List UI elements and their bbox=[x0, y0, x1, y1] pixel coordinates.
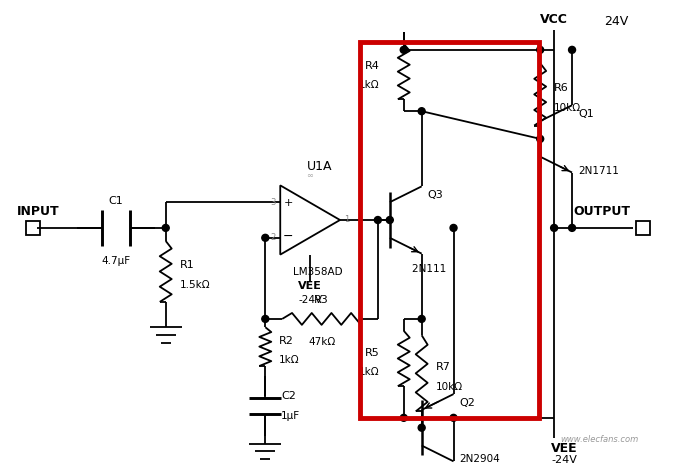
Text: 1kΩ: 1kΩ bbox=[359, 367, 380, 378]
Text: 10kΩ: 10kΩ bbox=[436, 382, 462, 392]
Text: R4: R4 bbox=[365, 61, 380, 71]
Text: LM358AD: LM358AD bbox=[294, 267, 343, 278]
Text: 3: 3 bbox=[270, 198, 275, 207]
Circle shape bbox=[551, 225, 558, 231]
Bar bbox=[360, 42, 539, 418]
Text: +: + bbox=[283, 198, 293, 208]
Text: 2N1711: 2N1711 bbox=[578, 166, 619, 175]
Text: 4.7μF: 4.7μF bbox=[101, 256, 131, 265]
Bar bbox=[636, 221, 650, 235]
Circle shape bbox=[418, 424, 425, 431]
Text: 2N1​11: 2N1​11 bbox=[412, 264, 446, 273]
Circle shape bbox=[162, 225, 169, 231]
Circle shape bbox=[400, 415, 407, 421]
Circle shape bbox=[375, 217, 381, 223]
Text: VCC: VCC bbox=[540, 13, 568, 26]
Text: 1: 1 bbox=[344, 215, 349, 225]
Text: Q2: Q2 bbox=[460, 398, 475, 408]
Circle shape bbox=[418, 316, 425, 322]
Text: 2N2904: 2N2904 bbox=[460, 454, 501, 464]
Text: INPUT: INPUT bbox=[17, 205, 60, 218]
Text: 47kΩ: 47kΩ bbox=[308, 337, 335, 347]
Circle shape bbox=[569, 46, 575, 53]
Text: Q3: Q3 bbox=[428, 190, 443, 200]
Circle shape bbox=[262, 316, 269, 322]
Text: 24V: 24V bbox=[604, 15, 628, 28]
Text: Q1: Q1 bbox=[578, 109, 594, 119]
Text: -24V: -24V bbox=[551, 455, 577, 465]
Text: OUTPUT: OUTPUT bbox=[573, 205, 630, 218]
Circle shape bbox=[386, 217, 394, 223]
Text: VEE: VEE bbox=[298, 281, 322, 291]
Text: C1: C1 bbox=[108, 196, 123, 206]
Text: U1A: U1A bbox=[307, 159, 333, 173]
Text: 10kΩ: 10kΩ bbox=[554, 103, 582, 113]
Circle shape bbox=[450, 415, 457, 421]
Circle shape bbox=[537, 46, 543, 53]
Text: 1kΩ: 1kΩ bbox=[279, 356, 300, 365]
Text: R6: R6 bbox=[554, 83, 569, 93]
Text: 1kΩ: 1kΩ bbox=[359, 81, 380, 91]
Text: 2: 2 bbox=[270, 233, 275, 242]
Circle shape bbox=[569, 225, 575, 231]
Text: www.elecfans.com: www.elecfans.com bbox=[560, 435, 638, 444]
Text: R2: R2 bbox=[279, 336, 294, 346]
Circle shape bbox=[262, 234, 269, 241]
Text: ∞: ∞ bbox=[306, 172, 314, 181]
Circle shape bbox=[418, 108, 425, 114]
Bar bbox=[27, 221, 40, 235]
Circle shape bbox=[450, 225, 457, 231]
Text: VEE: VEE bbox=[551, 442, 577, 454]
Text: -24V: -24V bbox=[298, 295, 322, 305]
Text: R5: R5 bbox=[365, 348, 380, 357]
Text: C2: C2 bbox=[281, 391, 296, 401]
Text: R3: R3 bbox=[314, 295, 329, 305]
Text: −: − bbox=[283, 230, 294, 243]
Circle shape bbox=[400, 46, 407, 53]
Text: R1: R1 bbox=[180, 260, 194, 271]
Circle shape bbox=[537, 136, 543, 143]
Text: 1.5kΩ: 1.5kΩ bbox=[180, 280, 210, 290]
Text: R7: R7 bbox=[436, 363, 451, 372]
Text: 1μF: 1μF bbox=[281, 411, 300, 421]
